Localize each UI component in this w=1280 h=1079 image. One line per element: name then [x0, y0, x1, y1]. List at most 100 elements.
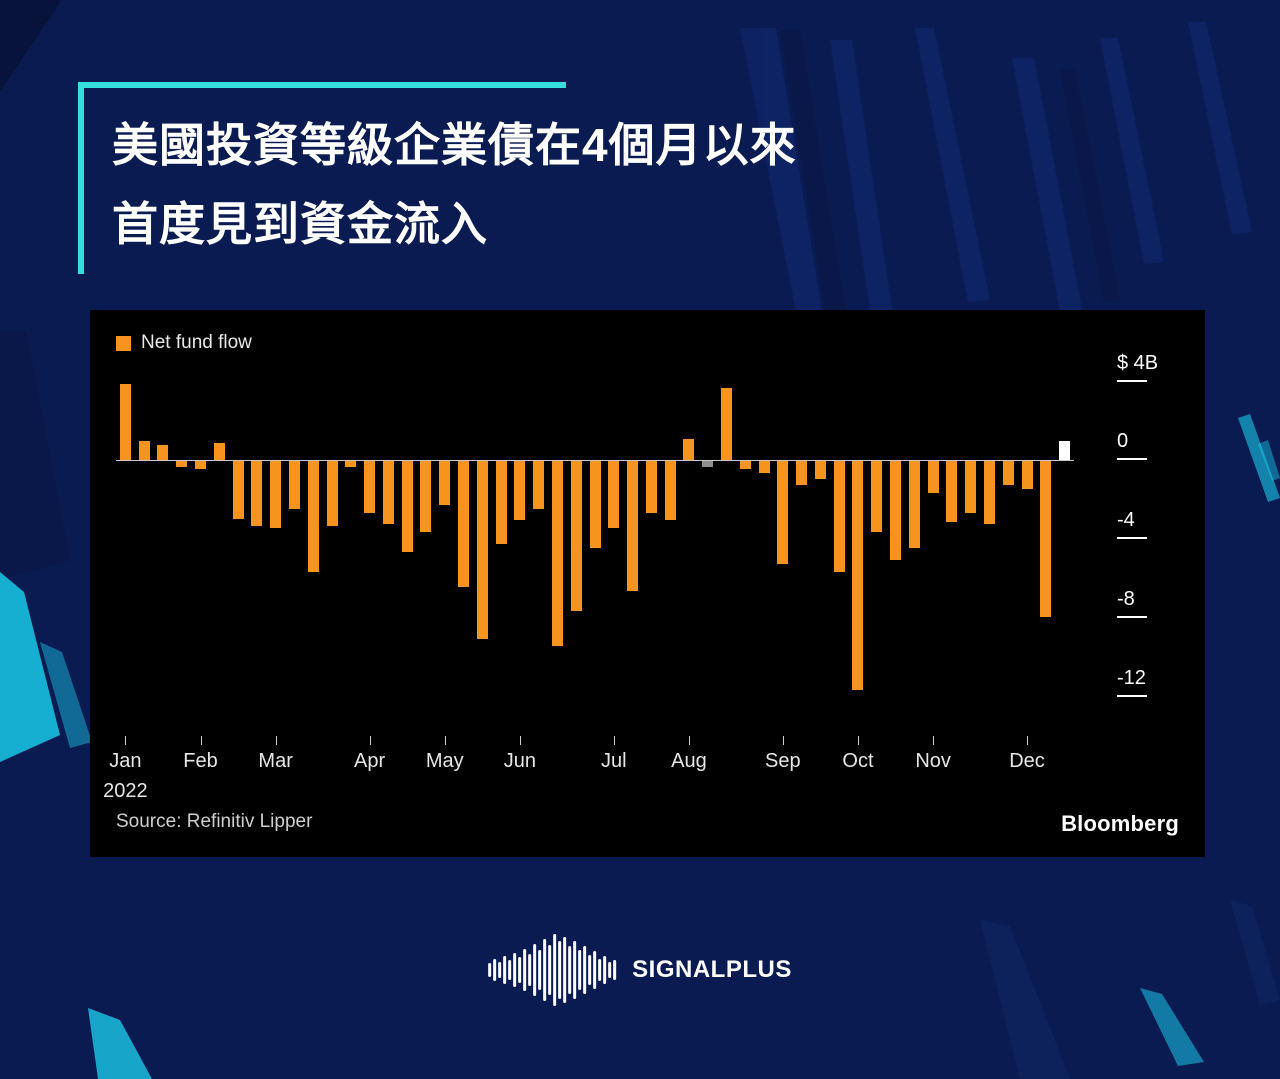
bar — [364, 461, 376, 513]
bar — [983, 461, 995, 525]
x-axis-tick-line — [519, 736, 521, 745]
y-axis-tick-line — [1117, 694, 1147, 697]
x-axis-tick-line — [613, 736, 615, 745]
x-axis-tick-line — [1027, 736, 1029, 745]
bar — [307, 461, 319, 572]
bar — [345, 461, 357, 468]
x-axis-tick-line — [369, 736, 371, 745]
bar — [119, 383, 131, 461]
bar — [420, 461, 432, 533]
x-axis-month-label: Apr — [354, 750, 386, 772]
waveform-bar — [543, 939, 547, 1001]
x-axis-month-label: Dec — [1009, 750, 1045, 772]
x-axis-tick-line — [688, 736, 690, 745]
waveform-bar — [598, 959, 602, 981]
source-text: Source: Refinitiv Lipper — [116, 811, 313, 832]
waveform-bar — [518, 957, 522, 983]
legend-square-icon — [116, 335, 131, 351]
y-axis-tick: 0 — [1117, 430, 1147, 461]
headline-line-2: 首度見到資金流入 — [112, 198, 488, 251]
x-axis-tick-line — [782, 736, 784, 745]
bar — [1040, 461, 1052, 617]
signalplus-brand: SIGNALPLUS — [488, 932, 792, 1008]
bloomberg-logo: Bloomberg — [1061, 811, 1179, 836]
bar — [608, 461, 620, 529]
headline-line-1: 美國投資等級企業債在4個月以來 — [112, 119, 797, 171]
bar — [458, 461, 469, 588]
waveform-bar — [548, 945, 552, 995]
y-axis-tick-line — [1117, 537, 1147, 540]
bar — [589, 461, 601, 549]
waveform-bar — [563, 937, 567, 1003]
bar — [551, 461, 563, 647]
zero-baseline — [116, 460, 1074, 462]
x-axis-month-label: Mar — [258, 750, 293, 772]
bar — [514, 461, 526, 521]
waveform-bar — [583, 946, 587, 994]
bar — [495, 461, 507, 545]
bar — [871, 461, 883, 533]
bar — [176, 461, 188, 468]
bar — [382, 461, 394, 525]
y-axis-tick: -4 — [1117, 509, 1147, 540]
waveform-bar — [503, 956, 507, 984]
bar — [232, 461, 244, 519]
waveform-bar — [493, 959, 497, 981]
bar — [401, 461, 413, 552]
bar — [326, 461, 338, 527]
x-axis-tick-line — [275, 736, 277, 745]
bar — [908, 461, 920, 549]
chart-legend: Net fund flow — [116, 332, 252, 354]
bar — [476, 461, 488, 639]
y-axis-tick-label: -8 — [1117, 587, 1135, 610]
bar — [533, 461, 545, 509]
bar — [251, 461, 263, 527]
x-axis-tick-line — [933, 736, 935, 745]
bar — [965, 461, 977, 513]
y-axis-tick-label: $ 4B — [1117, 351, 1159, 374]
y-axis-tick-line — [1117, 615, 1147, 618]
bar — [138, 440, 150, 461]
x-axis-month-label: Aug — [671, 750, 707, 772]
waveform-bar — [488, 963, 492, 977]
waveform-bar — [513, 953, 517, 987]
headline-block: 美國投資等級企業債在4個月以來 首度見到資金流入 — [78, 82, 998, 275]
x-axis-month-label: Jun — [503, 750, 536, 772]
waveform-bar — [573, 941, 577, 999]
waveform-bar — [613, 960, 617, 980]
bar — [758, 461, 770, 474]
waveform-bar — [533, 944, 537, 996]
bar — [683, 438, 695, 461]
bar — [1059, 440, 1071, 461]
waveform-bar — [603, 956, 607, 984]
waveform-bar — [608, 962, 612, 978]
waveform-bar — [553, 934, 557, 1006]
x-axis-month-label: Oct — [842, 750, 874, 772]
x-axis-month-label: Jul — [600, 750, 627, 772]
y-axis-tick-label: -12 — [1117, 666, 1146, 689]
bar — [288, 461, 300, 509]
bar — [157, 444, 169, 461]
bar — [570, 461, 582, 611]
x-axis-tick-line — [444, 736, 446, 745]
x-axis-month-label: Nov — [915, 750, 951, 772]
bar — [664, 461, 676, 521]
y-axis-tick: -8 — [1117, 588, 1147, 618]
waveform-icon — [488, 932, 617, 1008]
waveform-bar — [578, 950, 582, 990]
bar — [1021, 461, 1033, 489]
x-axis: Jan 2022 Feb Mar Apr May Jun Jul Aug Sep Oct Nov Dec — [103, 728, 1074, 828]
bar — [270, 461, 282, 529]
signalplus-brand-text: SIGNALPLUS — [632, 956, 792, 983]
bar — [796, 461, 808, 486]
waveform-bar — [558, 941, 562, 999]
bar — [195, 461, 207, 470]
waveform-bar — [528, 954, 532, 986]
bar — [645, 461, 657, 513]
bar — [739, 461, 751, 470]
bar — [627, 461, 639, 592]
bar — [702, 461, 714, 468]
x-axis-tick-line — [125, 736, 127, 745]
waveform-bar — [498, 962, 502, 978]
